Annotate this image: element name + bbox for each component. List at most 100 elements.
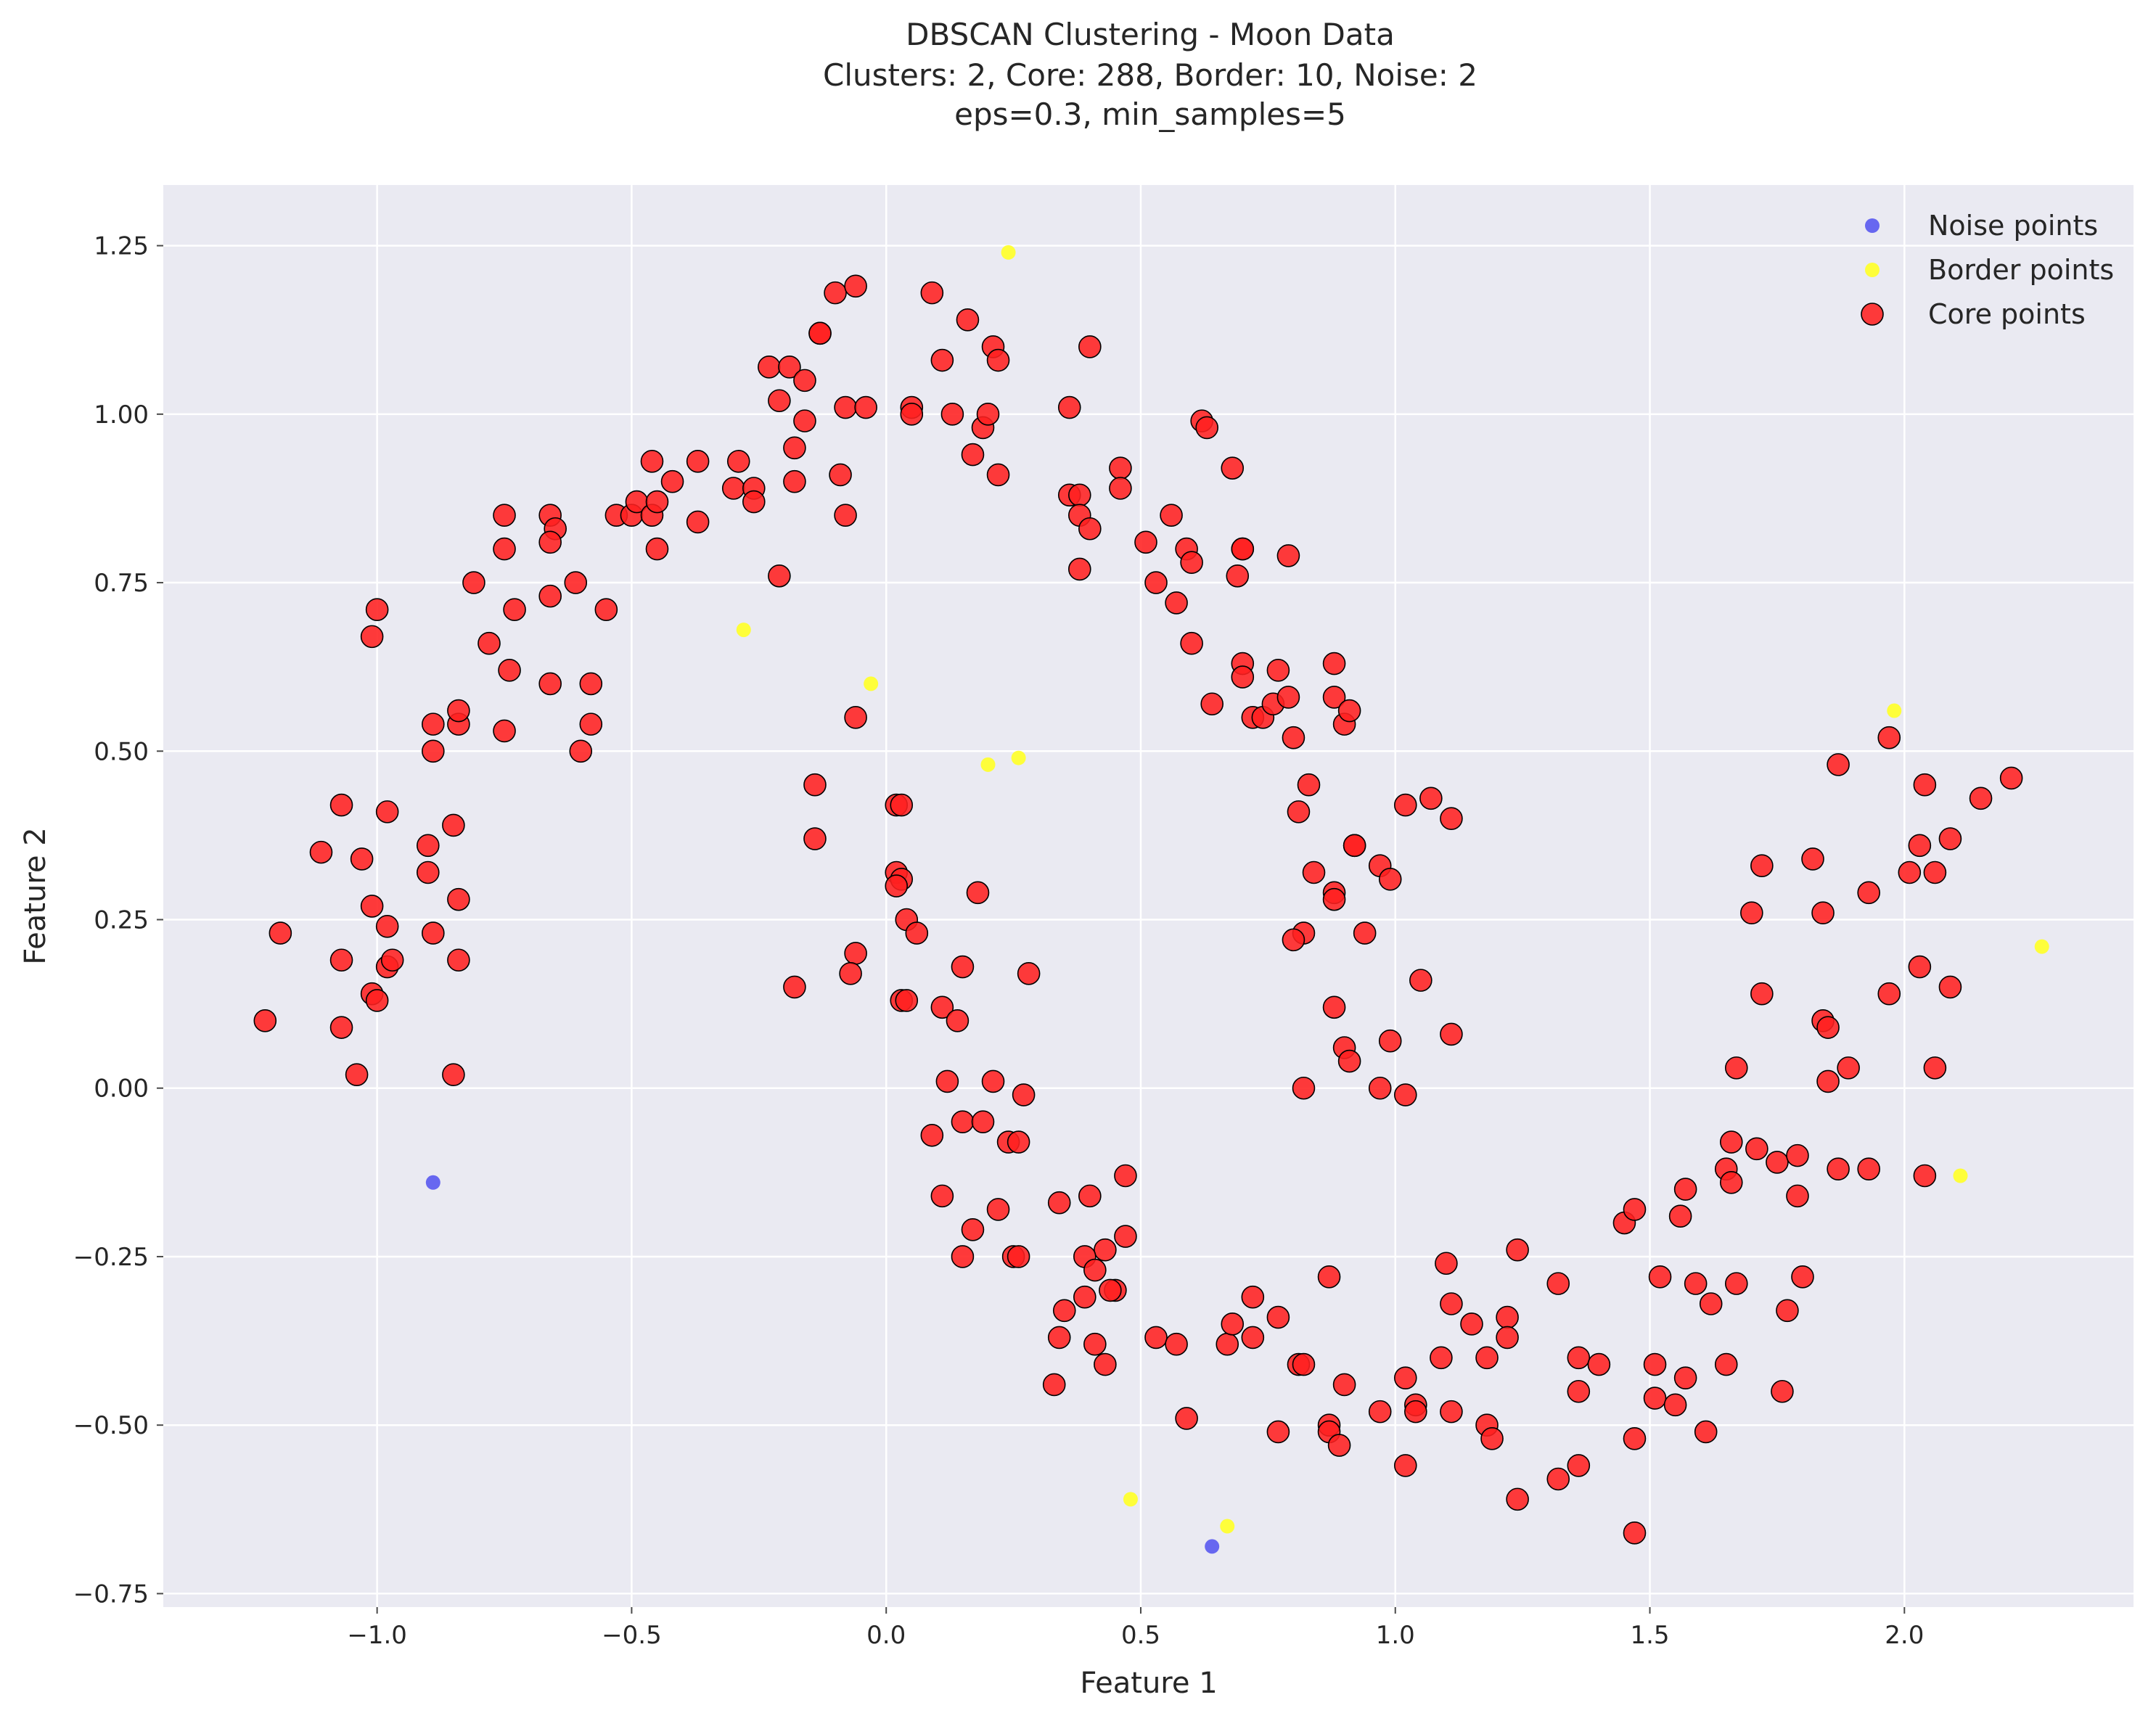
border-point — [1011, 750, 1026, 765]
core-point — [1506, 1487, 1529, 1511]
core-point — [1969, 786, 1993, 810]
chart-title: DBSCAN Clustering - Moon Data — [906, 17, 1395, 52]
core-point — [783, 975, 806, 999]
core-point — [1430, 1346, 1453, 1370]
core-point — [768, 564, 791, 588]
core-point — [905, 921, 929, 945]
y-tick-label: −0.75 — [73, 1580, 149, 1609]
core-point — [981, 1069, 1005, 1093]
core-point — [1109, 456, 1132, 480]
core-point — [935, 1069, 959, 1093]
border-point — [1123, 1492, 1138, 1507]
core-point — [1094, 1352, 1117, 1376]
border-point — [980, 757, 996, 772]
core-point — [783, 469, 806, 493]
y-tick-label: 1.25 — [94, 232, 149, 261]
core-point — [742, 490, 766, 514]
core-point — [1165, 1332, 1188, 1356]
core-point — [329, 948, 353, 972]
core-point — [1353, 921, 1377, 945]
core-point — [1017, 962, 1041, 985]
core-point — [329, 793, 353, 817]
core-point — [1938, 975, 1962, 999]
core-point — [1282, 726, 1306, 749]
core-point — [417, 860, 440, 884]
core-point — [1480, 1426, 1504, 1450]
x-tick-label: −1.0 — [347, 1621, 407, 1650]
core-point — [498, 659, 521, 682]
core-point — [1266, 1305, 1290, 1329]
core-point — [1393, 1366, 1417, 1389]
core-point — [1337, 1049, 1361, 1073]
core-point — [803, 773, 827, 797]
legend-marker — [1861, 303, 1884, 326]
core-point — [1623, 1426, 1647, 1450]
core-point — [986, 348, 1010, 372]
core-point — [839, 962, 862, 985]
core-point — [1180, 551, 1203, 574]
core-point — [1012, 1083, 1036, 1106]
core-point — [375, 800, 399, 823]
core-point — [1134, 530, 1157, 554]
core-point — [462, 571, 485, 594]
core-point — [1877, 726, 1901, 749]
x-tick-label: 0.0 — [866, 1621, 906, 1650]
core-point — [329, 1016, 353, 1039]
x-tick-label: 1.5 — [1630, 1621, 1669, 1650]
legend-item: Core points — [1861, 298, 2086, 330]
core-point — [1221, 1313, 1245, 1336]
core-point — [1506, 1238, 1529, 1262]
chart-subtitle-params: eps=0.3, min_samples=5 — [954, 96, 1346, 132]
core-point — [895, 989, 919, 1012]
core-point — [1475, 1346, 1499, 1370]
core-point — [966, 881, 990, 905]
core-point — [569, 739, 593, 763]
core-point — [538, 530, 562, 554]
core-point — [1745, 1137, 1768, 1161]
core-point — [1877, 982, 1901, 1006]
core-point — [971, 1110, 995, 1133]
legend-marker — [1865, 263, 1880, 277]
core-point — [1067, 557, 1091, 581]
core-point — [645, 537, 669, 561]
core-point — [1292, 1352, 1316, 1376]
core-point — [1938, 827, 1962, 850]
core-point — [758, 356, 781, 379]
x-tick-label: 1.0 — [1376, 1621, 1415, 1650]
core-point — [1801, 847, 1824, 871]
series-noise-points — [425, 1175, 1220, 1554]
core-point — [1857, 881, 1880, 905]
core-point — [269, 921, 292, 945]
core-point — [345, 1063, 369, 1086]
core-point — [834, 395, 857, 419]
core-point — [721, 477, 745, 500]
core-point — [538, 672, 562, 696]
core-point — [1740, 901, 1763, 925]
core-point — [793, 409, 816, 432]
core-point — [579, 712, 603, 736]
core-point — [1195, 416, 1218, 440]
core-point — [900, 403, 924, 426]
core-point — [1282, 928, 1306, 952]
core-point — [1266, 1420, 1290, 1444]
x-tick-label: −0.5 — [602, 1621, 662, 1650]
core-point — [1287, 800, 1311, 823]
core-point — [1378, 867, 1402, 891]
core-point — [1231, 665, 1255, 689]
core-point — [1816, 1069, 1840, 1093]
core-point — [1099, 1278, 1122, 1302]
core-point — [660, 469, 684, 493]
core-point — [1724, 1272, 1748, 1295]
core-point — [1786, 1143, 1809, 1167]
core-point — [1337, 699, 1361, 723]
y-tick-label: 0.50 — [94, 737, 149, 766]
core-point — [1567, 1346, 1591, 1370]
core-point — [1496, 1305, 1519, 1329]
core-point — [808, 321, 832, 345]
legend-marker — [1865, 218, 1880, 233]
core-point — [1114, 1225, 1137, 1248]
core-point — [1231, 537, 1255, 561]
core-point — [1165, 591, 1188, 615]
core-point — [1816, 1016, 1840, 1039]
y-tick-label: 0.00 — [94, 1075, 149, 1104]
